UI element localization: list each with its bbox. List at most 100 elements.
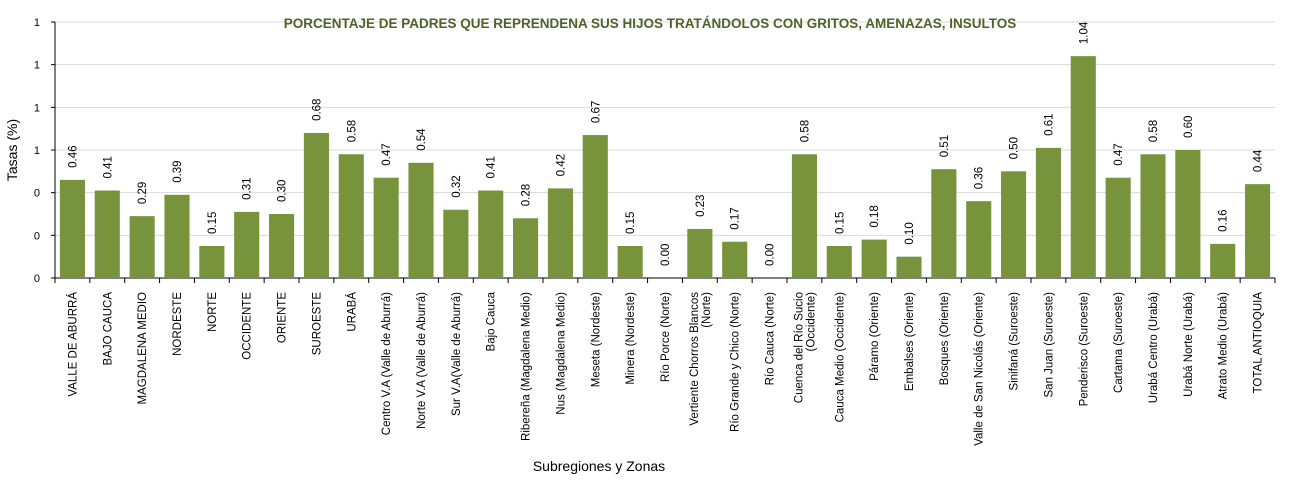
data-label: 0.32 [451,175,463,197]
data-label: 0.51 [939,135,951,157]
bar [1035,147,1061,278]
bar [513,218,539,278]
bar [234,211,260,278]
data-label: 0.39 [172,160,184,182]
category-label-line: ORIENTE [277,292,289,343]
category-label: VALLE DE ABURRÁ [66,292,79,397]
bar [408,162,434,278]
bar [1001,171,1027,278]
bar [931,169,957,278]
category-label: Meseta (Nordeste) [590,292,602,387]
data-label: 0.30 [277,180,289,202]
x-tick-labels: VALLE DE ABURRÁ BAJO CAUCA MAGDALENA MEDIO… [66,291,1264,445]
y-tick-label: 0 [34,230,40,242]
category-label-line: Ribereña (Magdalena Medio) [521,292,533,441]
category-label: BAJO CAUCA [102,292,114,366]
data-label: 0.47 [381,143,393,165]
bar [1245,184,1271,278]
data-label: 0.15 [834,212,846,234]
data-label: 0.58 [799,120,811,142]
bar [59,179,85,278]
category-label-line: VALLE DE ABURRÁ [66,292,79,397]
data-label: 0.18 [869,205,881,227]
bar [129,216,155,278]
bar [1175,150,1201,278]
chart-title: PORCENTAJE DE PADRES QUE REPRENDENA SUS … [284,16,1017,31]
category-label-line: MAGDALENA MEDIO [137,292,149,405]
y-tick-label: 1 [34,60,40,72]
category-label-line: (Occidente) [805,292,817,352]
category-label: Norte V.A (Valle de Aburrá) [416,292,428,429]
data-label: 0.44 [1253,149,1265,172]
data-label: 0.23 [695,195,707,217]
data-label: 0.47 [1113,143,1125,165]
category-label-line: Cauca Medio (Occidente) [834,292,846,423]
category-label-line: URABÁ [345,292,358,332]
bar [303,132,329,278]
category-label: Embalses (Oriente) [904,292,916,391]
category-label-line: Cuenca del Río Sucio [793,292,805,403]
category-label-line: NORDESTE [172,292,184,356]
category-label: Bosques (Oriente) [939,292,951,385]
category-label-line: San Juan (Suroeste) [1043,292,1055,398]
bar [443,209,469,278]
bar [791,154,817,278]
category-label: Minera (Nordeste) [625,292,637,385]
category-label-line: Sur V.A(Valle de Aburrá) [451,292,463,416]
bar [966,201,992,278]
category-label-line: Bajo Cauca [486,291,498,351]
bar [1140,154,1166,278]
category-label-line: Atrato Medio (Urabá) [1218,292,1230,400]
category-label-line: (Norte) [701,292,713,328]
category-label: Sur V.A(Valle de Aburrá) [451,292,463,416]
bar [373,177,399,278]
category-label: Río Cauca (Norte) [765,292,777,385]
category-label-line: Nus (Magdalena Medio) [555,292,567,415]
category-label: TOTAL ANTIOQUIA [1253,292,1265,394]
data-label: 0.16 [1218,209,1230,231]
data-label: 0.31 [242,177,254,199]
category-label: San Juan (Suroeste) [1043,292,1055,398]
y-tick-label: 0 [34,188,40,200]
category-label: Nus (Magdalena Medio) [555,292,567,415]
bar [338,154,364,278]
category-label-line: Bosques (Oriente) [939,292,951,385]
bar [722,241,748,278]
category-label: Centro V.A (Valle de Aburrá) [381,292,393,435]
category-label: OCCIDENTE [242,292,254,360]
category-label-line: SUROESTE [311,292,323,356]
bar [269,214,295,278]
category-label: Cauca Medio (Occidente) [834,292,846,423]
data-label: 0.36 [974,167,986,189]
category-label-line: Minera (Nordeste) [625,292,637,385]
category-label-line: Urabá Centro (Urabá) [1148,292,1160,403]
category-label: NORDESTE [172,292,184,356]
category-label: Ribereña (Magdalena Medio) [521,292,533,441]
data-label: 0.58 [346,120,358,142]
bar [547,188,573,278]
category-label-line: Embalses (Oriente) [904,292,916,391]
data-label: 0.00 [660,244,672,266]
category-label: Cuenca del Río Sucio(Occidente) [793,292,817,403]
data-labels: 0.46 0.41 0.29 0.39 0.15 0.31 0.30 0.68 0.58 0.47… [67,21,1264,266]
bar [582,135,608,278]
category-label: MAGDALENA MEDIO [137,292,149,405]
y-tick-labels: 0 0 0 1 1 1 1 [34,17,40,285]
category-label: Valle de San Nicolás (Oriente) [974,292,986,446]
y-tick-label: 1 [34,102,40,114]
category-label: Vertiente Chorros Blancos(Norte) [689,292,713,426]
bar [1105,177,1131,278]
data-label: 0.41 [486,156,498,178]
data-label: 0.46 [67,145,79,167]
category-label-line: Sinifaná (Suroeste) [1009,292,1021,391]
data-label: 0.58 [1148,120,1160,142]
data-label: 0.42 [555,154,567,176]
bar [478,190,504,278]
data-label: 1.04 [1078,21,1090,44]
bar [861,239,887,278]
bar [687,228,713,278]
category-label-line: Valle de San Nicolás (Oriente) [974,292,986,446]
category-label-line: Centro V.A (Valle de Aburrá) [381,292,393,435]
x-axis-label: Subregiones y Zonas [533,458,665,474]
